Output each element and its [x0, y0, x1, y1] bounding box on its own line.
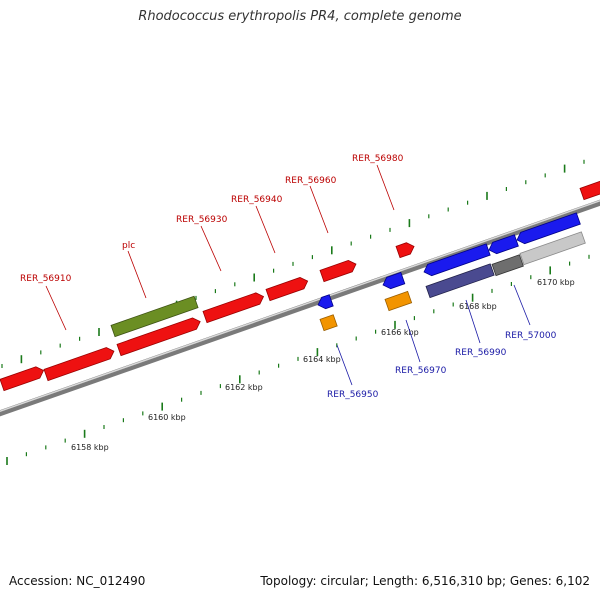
- map-title: Rhodococcus erythropolis PR4, complete g…: [138, 9, 462, 24]
- gene-labels: RER_56910 plc RER_56930 RER_56940 RER_56…: [20, 154, 557, 400]
- gene-arrow-rer-56940[interactable]: [265, 275, 310, 302]
- gene-label-rer-56930: RER_56930: [176, 215, 228, 225]
- gene-arrow-rer-56910[interactable]: [43, 346, 116, 382]
- leader-line-rer-56950: [336, 344, 353, 386]
- gene-arrow-rer-57000-b[interactable]: [491, 254, 524, 277]
- gene-arrow-rer-57000-a[interactable]: [487, 234, 519, 256]
- leader-line-plc: [127, 250, 147, 299]
- gene-label-rer-56960: RER_56960: [285, 176, 337, 186]
- genome-summary-text: Topology: circular; Length: 6,516,310 bp…: [260, 574, 590, 588]
- gene-arrow-rer-56990-b[interactable]: [425, 263, 495, 299]
- gene-arrow-rer-56950-a[interactable]: [316, 294, 334, 311]
- gene-arrow-forward[interactable]: [0, 365, 45, 392]
- gene-label-rer-56950: RER_56950: [327, 390, 379, 400]
- gene-label-plc: plc: [122, 241, 135, 251]
- gene-arrow-rer-56920[interactable]: [116, 316, 202, 357]
- gene-arrow-rer-56930[interactable]: [202, 291, 265, 324]
- leader-line-rer-56910: [45, 285, 67, 331]
- leader-line-rer-56970: [405, 319, 421, 363]
- gene-label-rer-56910: RER_56910: [20, 274, 72, 284]
- gene-label-rer-56980: RER_56980: [352, 154, 404, 164]
- gene-arrow-rer-56950-b[interactable]: [319, 314, 338, 332]
- gene-label-rer-56990: RER_56990: [455, 348, 507, 358]
- leader-line-rer-57000: [513, 284, 531, 326]
- scale-label-6168: 6168 kbp: [459, 302, 497, 311]
- gene-arrow-rer-57010-b[interactable]: [519, 231, 586, 266]
- leader-line-rer-56930: [200, 225, 222, 272]
- gene-arrow-rer-56970-b[interactable]: [384, 290, 413, 312]
- leader-line-rer-56990: [465, 299, 481, 344]
- reverse-genes: [316, 212, 586, 332]
- scale-label-6164: 6164 kbp: [303, 355, 341, 364]
- leader-line-rer-56980: [376, 164, 395, 211]
- scale-label-6160: 6160 kbp: [148, 413, 186, 422]
- gene-arrow-rer-56970-a[interactable]: [381, 271, 406, 290]
- scale-label-6166: 6166 kbp: [381, 328, 419, 337]
- gene-arrow-rer-56990-a[interactable]: [422, 243, 491, 278]
- gene-arrow-rer-56960[interactable]: [319, 258, 358, 283]
- genome-backbone: [0, 199, 600, 417]
- forward-genes: [0, 179, 600, 392]
- gene-arrow-plc[interactable]: [110, 295, 199, 338]
- accession-text: Accession: NC_012490: [9, 574, 146, 588]
- tick-track-lower: [6, 254, 590, 465]
- leader-line-rer-56960: [309, 185, 329, 234]
- scale-label-6158: 6158 kbp: [71, 443, 109, 452]
- scale-label-6162: 6162 kbp: [225, 383, 263, 392]
- leader-line-rer-56940: [255, 205, 276, 254]
- gene-label-rer-56940: RER_56940: [231, 195, 283, 205]
- leader-lines: [45, 164, 531, 386]
- scale-labels: 6158 kbp 6160 kbp 6162 kbp 6164 kbp 6166…: [71, 278, 575, 452]
- gene-arrow-edge[interactable]: [579, 179, 600, 201]
- gene-arrow-rer-56980[interactable]: [395, 241, 416, 259]
- gene-label-rer-57000: RER_57000: [505, 331, 557, 341]
- gene-label-rer-56970: RER_56970: [395, 366, 447, 376]
- gene-arrow-rer-57010-a[interactable]: [515, 212, 581, 246]
- scale-label-6170: 6170 kbp: [537, 278, 575, 287]
